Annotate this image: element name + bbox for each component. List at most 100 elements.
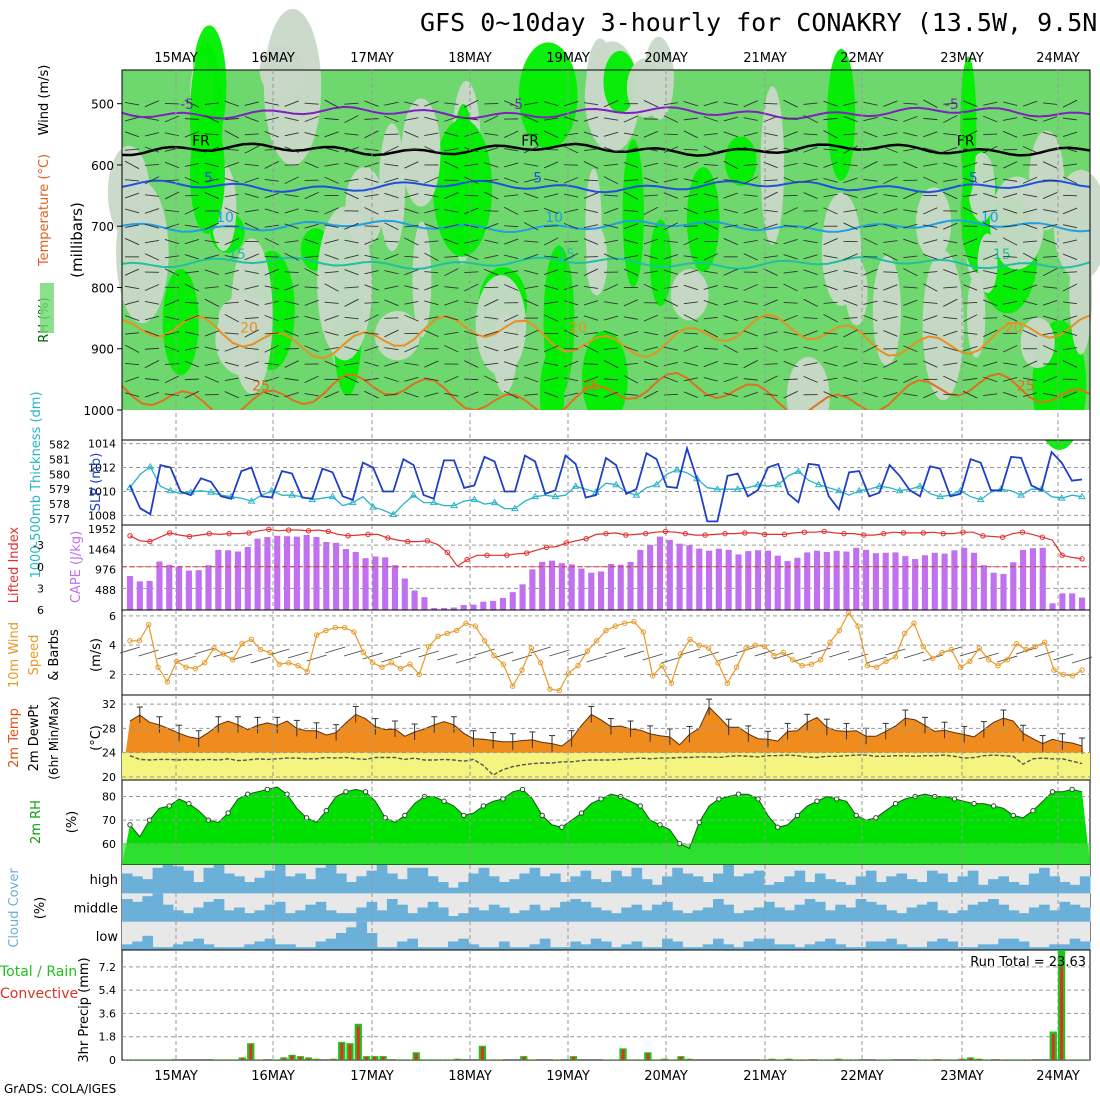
rh-marker <box>225 810 231 816</box>
precip-conv-bar <box>456 1058 460 1060</box>
cape-bar <box>460 605 467 610</box>
wind-barb <box>983 253 998 261</box>
wind-barb <box>424 300 439 306</box>
wind-barb <box>464 117 479 121</box>
wind-barb <box>1042 375 1058 383</box>
cloud-cell-low <box>295 947 306 950</box>
wind-barb <box>399 647 421 655</box>
wind-barb <box>164 299 180 307</box>
rh-region <box>378 123 406 252</box>
wind-barb <box>524 393 539 396</box>
thickness-marker <box>1017 491 1026 498</box>
isotherm-label: 5 <box>969 170 978 186</box>
wind-barb <box>464 194 479 197</box>
wind-barb <box>144 194 160 197</box>
rh-marker <box>480 803 487 809</box>
cloud-cell-high <box>152 867 164 894</box>
wind-barb <box>324 271 339 274</box>
wind-speed-marker <box>640 629 647 635</box>
wind-barb <box>444 131 459 137</box>
rh-region <box>162 268 199 376</box>
cloud-cell-low <box>529 944 541 950</box>
cloud-cell-low <box>519 947 531 950</box>
rh-region <box>989 176 1044 270</box>
wind-barb <box>603 330 619 337</box>
cloud-cell-low <box>509 947 520 950</box>
wind-barb <box>204 192 220 199</box>
wind-barb <box>204 330 219 337</box>
cape-bar <box>205 565 212 610</box>
cloud-cell-middle <box>621 907 632 922</box>
wind-barb <box>583 238 599 245</box>
cloud-cell-low <box>213 947 225 950</box>
cloud-cell-low <box>692 947 704 950</box>
cloud-cell-low <box>1008 938 1020 950</box>
rh-marker <box>971 800 977 807</box>
cloud-cell-high <box>529 867 541 894</box>
rh-region <box>649 219 672 307</box>
thickness-marker <box>997 485 1005 492</box>
thickness-marker <box>348 498 357 506</box>
wind-barb <box>723 208 738 214</box>
wind-barb <box>144 391 160 398</box>
wind-barb <box>1042 209 1058 213</box>
cape-bar <box>450 607 457 610</box>
wind-barb <box>269 648 290 656</box>
wind-barb <box>1002 314 1018 322</box>
cloud-cell-low <box>132 941 143 950</box>
wind-barb <box>1003 362 1018 366</box>
wind-barb <box>164 255 179 259</box>
cloud-cell-low <box>672 941 683 950</box>
wind-barb <box>663 192 679 199</box>
wind-speed-marker <box>911 620 917 626</box>
wind-barb <box>244 177 259 184</box>
li-marker <box>206 530 213 537</box>
wind-barb <box>843 393 858 397</box>
wind-barb <box>723 116 738 122</box>
wind-barb <box>943 162 958 168</box>
wind-barb <box>803 102 818 105</box>
wind-barb <box>963 130 978 139</box>
rh-marker <box>833 796 840 802</box>
wind-barb <box>584 363 599 365</box>
li-marker <box>940 530 946 537</box>
thickness-marker <box>247 497 256 504</box>
wind-barb <box>344 146 359 153</box>
wind-barb <box>703 316 718 320</box>
isotherm-label: 25 <box>252 379 270 395</box>
wind-barb <box>783 270 798 274</box>
wind-barb <box>284 392 299 398</box>
thickness-tick-label: 577 <box>49 513 70 526</box>
wind-barb <box>404 345 419 353</box>
wind-barb <box>863 268 878 276</box>
li-marker <box>900 530 907 536</box>
cape-bar <box>362 558 369 610</box>
wind-barb <box>344 298 359 307</box>
wind-barb <box>723 285 738 290</box>
li-marker <box>960 529 966 535</box>
wind-barb <box>324 253 339 260</box>
wind-barb <box>683 237 699 246</box>
temp-tick-label: 28 <box>102 722 116 735</box>
cape-bar <box>912 559 919 610</box>
temp-axis-label-4: (°C) <box>89 725 104 751</box>
wind-barb <box>264 116 279 122</box>
wind-barb <box>324 360 339 368</box>
wind-speed-marker <box>201 660 208 666</box>
cloud-cell-low <box>264 938 276 950</box>
wind-barb <box>703 361 718 368</box>
wind-speed-marker <box>547 686 553 692</box>
wind-speed-marker <box>752 642 759 648</box>
wind-barb <box>504 194 519 197</box>
wind-barb <box>763 209 778 213</box>
cloud-cell-low <box>193 938 205 950</box>
wind-speed-marker <box>444 630 451 637</box>
wind-barb <box>866 656 887 664</box>
rh-tick-label: 70 <box>102 814 116 827</box>
wind-barb <box>284 284 299 291</box>
cloud-cell-middle <box>835 904 846 922</box>
cape-bar <box>1049 603 1056 610</box>
wind-barb <box>144 117 160 121</box>
wind-barb <box>623 132 639 137</box>
wind-barb <box>1062 224 1078 229</box>
